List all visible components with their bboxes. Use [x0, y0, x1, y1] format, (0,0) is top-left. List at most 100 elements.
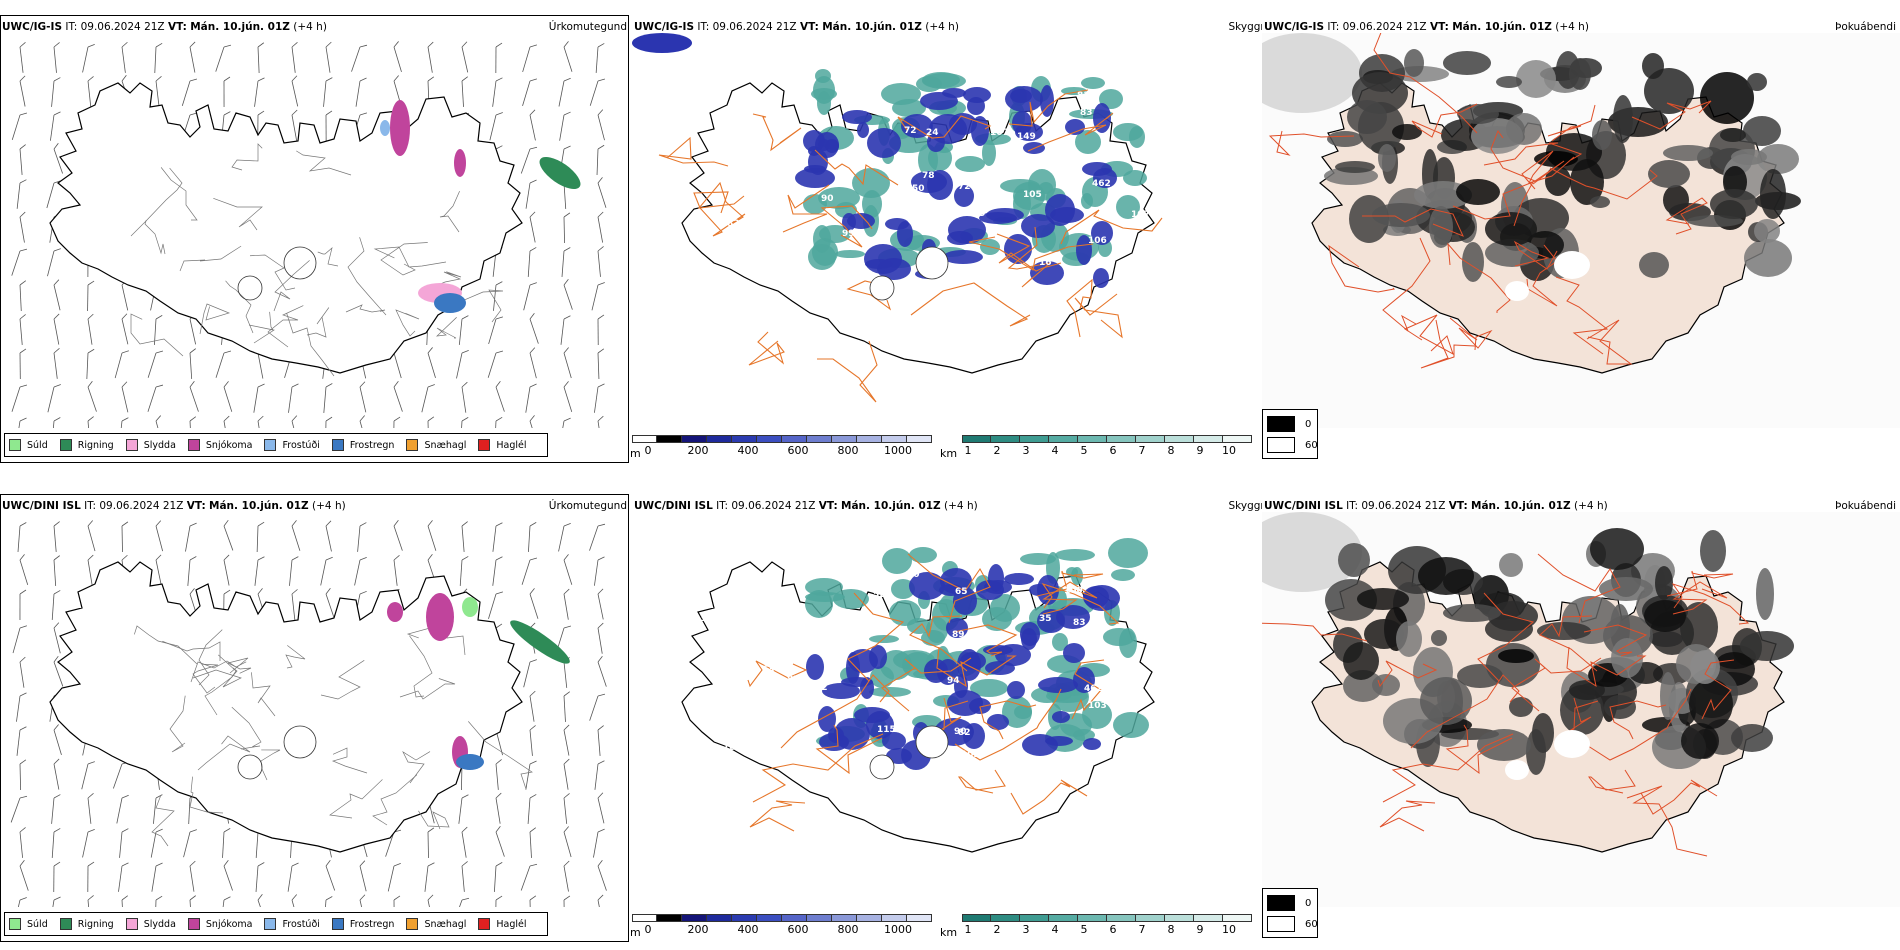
wind-barb — [11, 112, 28, 140]
legend-label: Rigning — [77, 918, 114, 930]
wind-barb — [596, 144, 605, 175]
wind-barb — [427, 347, 436, 379]
vt-label: VT: — [1448, 500, 1468, 512]
colorbar-tick: 5 — [1080, 923, 1088, 936]
colorbar-cell — [882, 435, 907, 443]
wind-barb — [523, 659, 537, 688]
visibility-value-label: 16 — [1039, 258, 1052, 268]
wind-barb — [119, 828, 129, 858]
wind-barb — [121, 381, 129, 413]
colorbar-tick: 2 — [993, 923, 1001, 936]
wind-barb — [357, 522, 367, 552]
vt-label: VT: — [167, 21, 187, 33]
model-name: UWC/DINI ISL — [1264, 500, 1343, 512]
wind-barb — [87, 895, 94, 907]
legend-swatch — [125, 439, 138, 451]
wind-barb — [87, 313, 94, 345]
wind-barb — [291, 589, 298, 620]
wind-barb — [354, 556, 367, 586]
wind-barb — [19, 589, 27, 621]
wind-barb — [563, 212, 571, 244]
colorbar-cell — [757, 435, 782, 443]
wind-barb — [393, 554, 400, 586]
it-label: IT: — [716, 500, 729, 512]
legend-swatch — [478, 439, 491, 451]
colorbar-cell — [991, 914, 1020, 922]
colorbar-tick: 7 — [1138, 923, 1146, 936]
wind-barb — [461, 521, 468, 552]
colorbar-cell — [707, 435, 732, 443]
visibility-value-label: 79 — [884, 702, 897, 712]
wind-barb — [563, 588, 570, 620]
colorbar-cell — [732, 435, 757, 443]
iceland-coastline — [49, 561, 523, 853]
visibility-value-label: 89 — [706, 163, 719, 173]
colorbar-cell — [1194, 914, 1223, 922]
wind-barb — [594, 383, 605, 413]
legend-swatch — [9, 439, 21, 451]
visibility-value-label: 87 — [787, 675, 800, 685]
wind-barb — [87, 554, 94, 586]
wind-barb — [461, 381, 468, 413]
visibility-value-label: 105 — [1023, 190, 1042, 200]
wind-barb — [529, 109, 536, 141]
wind-barb — [521, 557, 538, 585]
legend-item: Frostregn — [331, 439, 394, 451]
legend-label: Súld — [27, 918, 48, 930]
lead-time: (+4 h) — [293, 21, 327, 33]
precip-map — [11, 41, 607, 428]
colorbar-tick: 7 — [1138, 444, 1146, 457]
colorbar-cell — [782, 435, 807, 443]
wind-barb — [461, 826, 468, 858]
colorbar-tick: 200 — [687, 923, 709, 936]
wind-barb — [223, 519, 234, 551]
visibility-value-label: 102 — [961, 750, 980, 760]
colorbar-tick: 600 — [787, 444, 809, 457]
colorbar-unit: m — [630, 926, 641, 939]
colorbar-cell — [632, 914, 657, 922]
colorbar-cell — [907, 435, 932, 443]
panel-header: UWC/IG-IS IT: 09.06.2024 21Z VT: Mán. 10… — [1264, 21, 1589, 33]
wind-barb — [393, 895, 401, 907]
colorbar-cell — [682, 435, 707, 443]
colorbar-tick: 9 — [1196, 444, 1204, 457]
cloudbase-visibility-panel: UWC/DINI ISL IT: 09.06.2024 21Z VT: Mán.… — [630, 494, 1270, 944]
precip-type-panel: UWC/DINI ISL IT: 09.06.2024 21Z VT: Mán.… — [0, 494, 630, 944]
wind-barb — [47, 384, 61, 413]
wind-barb — [19, 211, 26, 243]
wind-barb — [529, 211, 536, 243]
wind-barb — [189, 41, 196, 73]
wind-barb — [19, 314, 26, 345]
wind-barb — [188, 793, 197, 824]
visibility-value-label: 50 — [912, 184, 925, 194]
panel-title: Úrkomutegund — [548, 500, 627, 512]
wind-barb — [53, 758, 60, 790]
lead-time: (+4 h) — [1555, 21, 1589, 33]
visibility-value-label: 24 — [926, 128, 939, 138]
wind-barb — [19, 144, 26, 175]
visibility-value-label: 106 — [1088, 236, 1107, 246]
wind-barb — [288, 383, 299, 413]
legend-label: Haglél — [496, 439, 527, 451]
panel-header: UWC/DINI ISL IT: 09.06.2024 21Z VT: Mán.… — [634, 500, 978, 512]
fog-indicator-panel: UWC/DINI ISL IT: 09.06.2024 21Z VT: Mán.… — [1262, 494, 1900, 944]
visibility-value-label: 74 — [766, 243, 779, 253]
wind-barb — [529, 690, 536, 722]
colorbar-cell — [962, 435, 991, 443]
wind-barb — [155, 76, 162, 107]
precip-type-legend: Súld Rigning Slydda Snjókoma Frostúði Fr… — [4, 433, 548, 457]
wind-barb — [291, 41, 298, 73]
wind-barb — [291, 75, 299, 107]
wind-barb — [19, 42, 26, 73]
panel-header: UWC/IG-IS IT: 09.06.2024 21Z VT: Mán. 10… — [634, 21, 959, 33]
wind-barb — [597, 246, 604, 277]
wind-barb — [223, 860, 233, 891]
wind-barb — [563, 691, 571, 722]
visibility-map: 92 76 86 61 106 81 74 90 149 72 107 16 99 71 72 82 105 78… — [632, 33, 1163, 403]
visibility-value-label: 100 — [1064, 586, 1083, 596]
wind-barb — [13, 897, 27, 907]
wind-barb — [153, 794, 163, 824]
fog-indicator-panel: UWC/IG-IS IT: 09.06.2024 21Z VT: Mán. 10… — [1262, 15, 1900, 465]
colorbar-unit: km — [940, 447, 958, 460]
visibility-value-label: 72 — [904, 126, 917, 136]
